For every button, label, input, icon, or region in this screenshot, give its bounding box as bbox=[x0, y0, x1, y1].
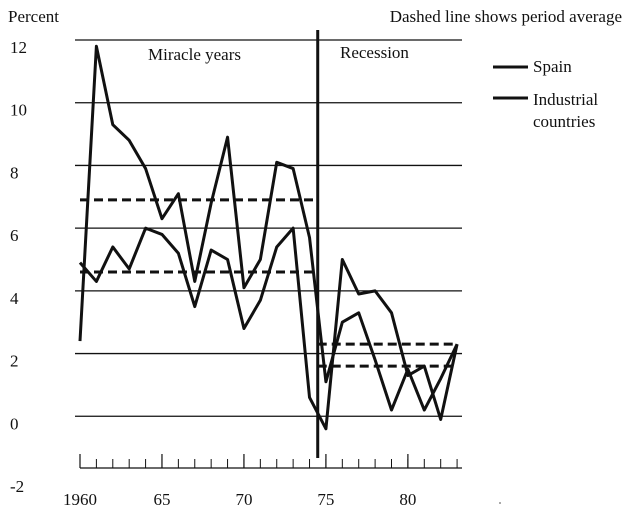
y-tick-label: 12 bbox=[10, 38, 27, 57]
y-tick-label: -2 bbox=[10, 477, 24, 496]
y-tick-label: 2 bbox=[10, 352, 19, 371]
x-tick-label: 1960 bbox=[63, 490, 97, 509]
legend-label: Industrial countries bbox=[533, 90, 599, 131]
annotation: Miracle years bbox=[148, 45, 241, 64]
y-tick-label: 10 bbox=[10, 101, 27, 120]
y-tick-label: 8 bbox=[10, 163, 19, 182]
x-tick-label: 80 bbox=[399, 490, 416, 509]
y-axis-label: Percent bbox=[8, 7, 59, 26]
y-tick-label: 0 bbox=[10, 414, 19, 433]
legend-label: Spain bbox=[533, 57, 572, 76]
y-tick-label: 6 bbox=[10, 226, 19, 245]
y-tick-label: 4 bbox=[10, 289, 19, 308]
x-tick-label: 70 bbox=[235, 490, 252, 509]
series-line bbox=[78, 44, 459, 412]
note: Dashed line shows period average bbox=[390, 7, 622, 26]
annotation: Recession bbox=[340, 43, 409, 62]
x-tick-label: 65 bbox=[153, 490, 170, 509]
series-line bbox=[78, 226, 459, 431]
x-tick-label: 75 bbox=[317, 490, 334, 509]
